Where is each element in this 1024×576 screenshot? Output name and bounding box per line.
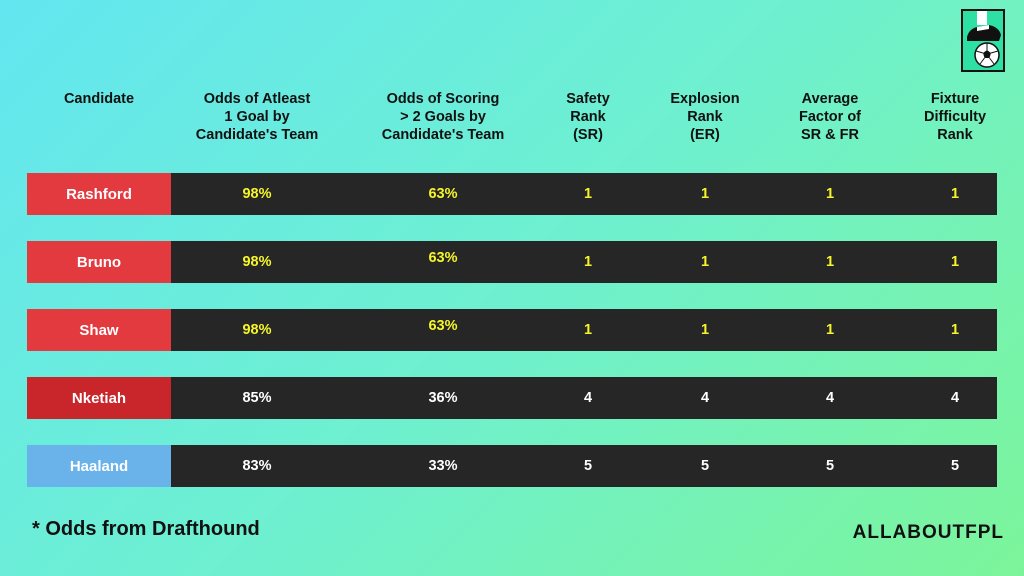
candidate-name: Haaland [27, 445, 171, 487]
candidate-name: Nketiah [27, 377, 171, 419]
fixture-difficulty-value: 4 [950, 390, 960, 406]
odds-one-goal-value: 98% [242, 322, 272, 338]
header-odds-two-goals: Odds of Scoring > 2 Goals by Candidate's… [381, 91, 505, 143]
header-average-factor: Average Factor of SR & FR [798, 91, 862, 143]
odds-one-goal-value: 83% [242, 458, 272, 474]
odds-two-goals-value: 33% [428, 458, 458, 474]
explosion-rank-value: 1 [700, 322, 710, 338]
header-explosion-rank: Explosion Rank (ER) [670, 91, 740, 143]
average-factor-value: 1 [825, 186, 835, 202]
candidate-name: Shaw [27, 309, 171, 351]
explosion-rank-value: 1 [700, 254, 710, 270]
odds-one-goal-value: 98% [242, 186, 272, 202]
odds-one-goal-value: 85% [242, 390, 272, 406]
average-factor-value: 1 [825, 254, 835, 270]
safety-rank-value: 1 [583, 186, 593, 202]
header-candidate: Candidate [63, 91, 135, 107]
header-fixture-difficulty-rank: Fixture Difficulty Rank [923, 91, 987, 143]
football-boot-and-ball-icon [967, 11, 1001, 68]
fixture-difficulty-value: 1 [950, 322, 960, 338]
average-factor-value: 5 [825, 458, 835, 474]
safety-rank-value: 4 [583, 390, 593, 406]
table-row: Nketiah 85% 36% 4 4 4 4 [27, 377, 997, 419]
candidate-name: Rashford [27, 173, 171, 215]
table-row: Bruno 98% 63% 1 1 1 1 [27, 241, 997, 283]
table-row: Rashford 98% 63% 1 1 1 1 [27, 173, 997, 215]
header-safety-rank: Safety Rank (SR) [566, 91, 610, 143]
fixture-difficulty-value: 1 [950, 186, 960, 202]
explosion-rank-value: 5 [700, 458, 710, 474]
fixture-difficulty-value: 1 [950, 254, 960, 270]
row-background [171, 445, 997, 487]
safety-rank-value: 5 [583, 458, 593, 474]
fixture-difficulty-value: 5 [950, 458, 960, 474]
average-factor-value: 4 [825, 390, 835, 406]
table-row: Haaland 83% 33% 5 5 5 5 [27, 445, 997, 487]
safety-rank-value: 1 [583, 322, 593, 338]
average-factor-value: 1 [825, 322, 835, 338]
odds-two-goals-value: 63% [428, 186, 458, 202]
row-background [171, 377, 997, 419]
candidate-name: Bruno [27, 241, 171, 283]
brand-logo [961, 9, 1005, 72]
odds-one-goal-value: 98% [242, 254, 272, 270]
row-background [171, 173, 997, 215]
row-background [171, 241, 997, 283]
brand-wordmark: ALLABOUTFPL [852, 522, 1004, 543]
safety-rank-value: 1 [583, 254, 593, 270]
header-odds-one-goal: Odds of Atleast 1 Goal by Candidate's Te… [195, 91, 319, 143]
explosion-rank-value: 4 [700, 390, 710, 406]
odds-two-goals-value: 36% [428, 390, 458, 406]
odds-two-goals-value: 63% [428, 318, 458, 334]
odds-source-note: * Odds from Drafthound [32, 518, 260, 540]
explosion-rank-value: 1 [700, 186, 710, 202]
row-background [171, 309, 997, 351]
table-header: Candidate Odds of Atleast 1 Goal by Cand… [0, 90, 1024, 150]
table-row: Shaw 98% 63% 1 1 1 1 [27, 309, 997, 351]
odds-two-goals-value: 63% [428, 250, 458, 266]
